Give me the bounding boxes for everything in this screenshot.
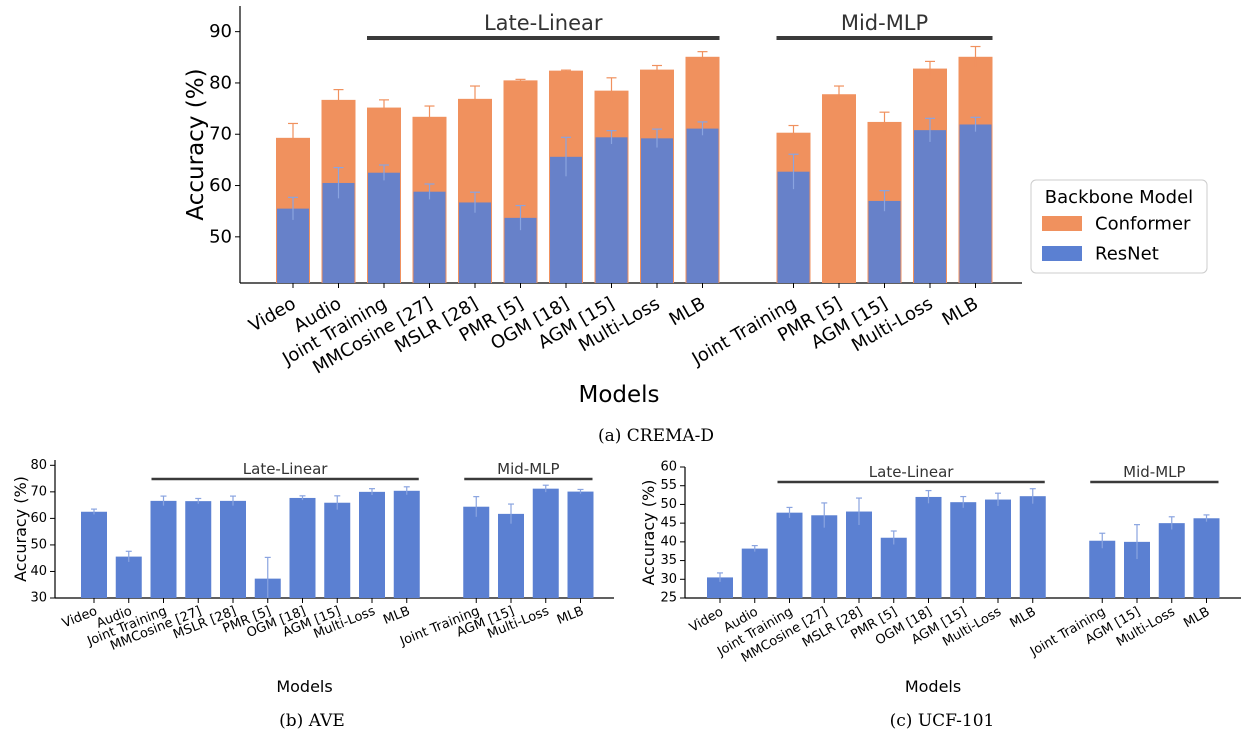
bar-resnet xyxy=(463,506,490,598)
group-label: Mid-MLP xyxy=(841,11,928,35)
y-tick-label: 50 xyxy=(30,537,47,552)
y-tick-label: 80 xyxy=(209,72,232,93)
y-tick-label: 25 xyxy=(660,591,677,606)
y-tick-label: 40 xyxy=(660,534,677,549)
bar-resnet xyxy=(868,200,901,283)
bar-resnet xyxy=(880,537,907,598)
group-label: Mid-MLP xyxy=(1123,463,1185,481)
bar-resnet xyxy=(950,502,977,598)
bar-resnet xyxy=(368,172,400,283)
group-label: Late-Linear xyxy=(484,11,603,35)
y-axis-label: Accuracy (%) xyxy=(183,68,209,220)
y-tick-label: 60 xyxy=(209,175,232,196)
y-tick-label: 70 xyxy=(30,484,47,499)
bar-resnet xyxy=(185,501,212,598)
y-tick-label: 80 xyxy=(30,458,47,473)
bar-resnet xyxy=(777,171,810,283)
y-tick-label: 70 xyxy=(209,124,232,145)
y-tick-label: 30 xyxy=(660,572,677,587)
x-axis-label: Models xyxy=(905,677,961,696)
bar-resnet xyxy=(1019,496,1046,598)
y-tick-label: 35 xyxy=(660,553,677,568)
group-label: Late-Linear xyxy=(869,463,955,481)
bar-resnet xyxy=(81,511,107,598)
bar-resnet xyxy=(324,502,351,598)
bar-resnet xyxy=(413,191,446,283)
bar-resnet xyxy=(741,548,768,598)
x-tick-label: MLB xyxy=(1181,604,1212,631)
legend-title: Backbone Model xyxy=(1045,187,1193,208)
bar-resnet xyxy=(550,156,582,283)
legend-label: ResNet xyxy=(1095,244,1159,265)
bar-resnet xyxy=(393,490,420,598)
bar-resnet xyxy=(776,512,803,598)
bar-resnet xyxy=(532,488,559,598)
bar-resnet xyxy=(641,138,673,283)
x-tick-label: MLB xyxy=(1008,604,1039,631)
caption-b: (b) AVE xyxy=(279,711,345,731)
bar-resnet xyxy=(150,500,177,598)
y-tick-label: 30 xyxy=(30,591,47,606)
y-tick-label: 55 xyxy=(660,478,677,493)
bar-resnet xyxy=(707,577,733,598)
x-tick-label: MLB xyxy=(939,293,982,330)
bar-resnet xyxy=(1193,518,1220,598)
y-axis-label: Accuracy (%) xyxy=(639,480,658,586)
x-axis-label: Models xyxy=(578,382,659,408)
y-tick-label: 60 xyxy=(30,511,47,526)
legend: Backbone Model Conformer ResNet xyxy=(1030,179,1208,274)
bar-resnet xyxy=(322,182,355,283)
bar-conformer xyxy=(822,94,856,283)
bar-resnet xyxy=(459,202,491,283)
bar-resnet xyxy=(567,491,594,598)
caption-c: (c) UCF-101 xyxy=(889,711,995,731)
bar-resnet xyxy=(595,137,628,283)
bar-resnet xyxy=(498,513,524,598)
bar-resnet xyxy=(686,128,719,283)
legend-label: Conformer xyxy=(1095,214,1191,235)
bar-resnet xyxy=(359,491,385,598)
bar-resnet xyxy=(1158,523,1185,598)
legend-swatch-resnet xyxy=(1042,246,1082,261)
bar-resnet xyxy=(846,511,872,598)
bar-resnet xyxy=(985,499,1011,598)
group-label: Late-Linear xyxy=(243,460,329,478)
x-tick-label: MLB xyxy=(381,604,412,628)
bar-resnet xyxy=(1089,540,1116,598)
bar-resnet xyxy=(914,130,946,283)
x-tick-label: MLB xyxy=(666,293,709,330)
bar-resnet xyxy=(220,500,246,598)
x-tick-label: Video xyxy=(687,604,726,635)
bar-resnet xyxy=(915,496,942,598)
bar-resnet xyxy=(959,124,992,283)
y-tick-label: 45 xyxy=(660,516,677,531)
group-label: Mid-MLP xyxy=(497,460,559,478)
bar-resnet xyxy=(289,497,316,598)
y-tick-label: 40 xyxy=(30,564,47,579)
bar-resnet xyxy=(811,515,838,598)
y-axis-label: Accuracy (%) xyxy=(11,476,30,582)
y-tick-label: 50 xyxy=(209,226,232,247)
caption-a: (a) CREMA-D xyxy=(597,426,715,446)
legend-swatch-conformer xyxy=(1042,216,1082,231)
y-tick-label: 60 xyxy=(660,460,677,475)
y-tick-label: 50 xyxy=(660,497,677,512)
y-tick-label: 90 xyxy=(209,21,232,42)
x-tick-label: MLB xyxy=(555,604,586,628)
x-tick-label: Video xyxy=(245,293,299,336)
bar-resnet xyxy=(277,208,309,283)
bar-resnet xyxy=(115,556,142,598)
x-axis-label: Models xyxy=(276,677,332,696)
